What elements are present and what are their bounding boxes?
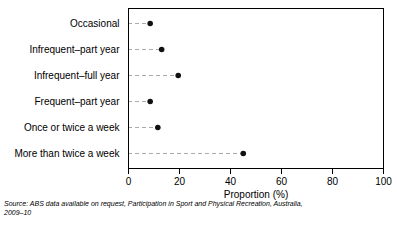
svg-text:Once or twice a week: Once or twice a week: [24, 122, 121, 133]
svg-text:Frequent–part year: Frequent–part year: [34, 96, 120, 107]
svg-text:Proportion (%): Proportion (%): [224, 189, 288, 200]
svg-text:0: 0: [126, 176, 132, 187]
svg-text:Infrequent–full year: Infrequent–full year: [34, 70, 120, 81]
svg-text:40: 40: [225, 176, 237, 187]
svg-text:20: 20: [174, 176, 186, 187]
svg-text:80: 80: [327, 176, 339, 187]
svg-text:Infrequent–part year: Infrequent–part year: [29, 44, 120, 55]
html-text:Source: ABS data available on: Source: ABS data available on request, P…: [4, 200, 303, 216]
svg-text:100: 100: [375, 176, 392, 187]
svg-text:60: 60: [276, 176, 288, 187]
svg-text:Occasional: Occasional: [70, 18, 119, 29]
svg-text:More than twice a week: More than twice a week: [14, 148, 120, 159]
